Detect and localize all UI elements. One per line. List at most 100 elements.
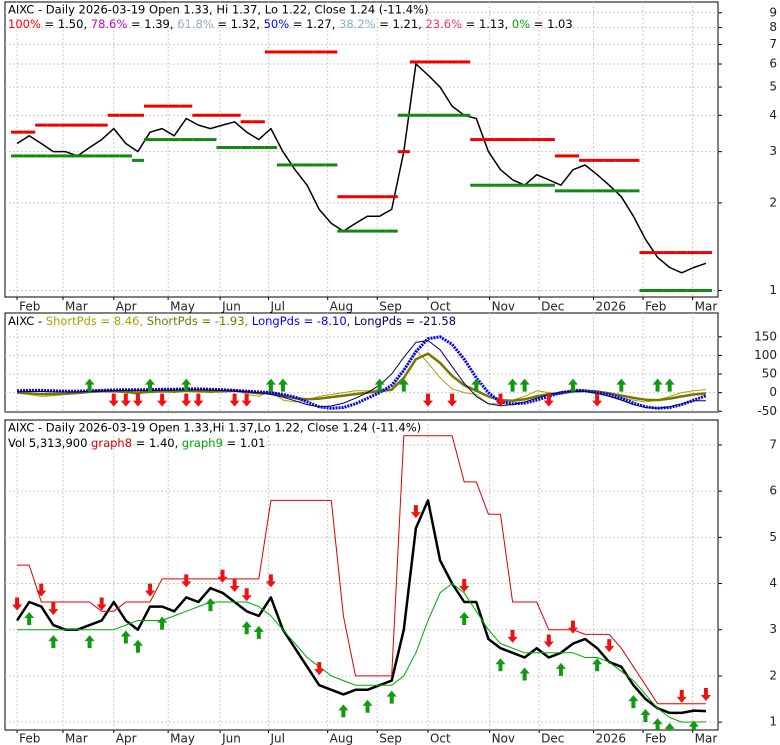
sell-arrow: [241, 588, 252, 602]
sell-arrow: [120, 393, 131, 407]
fib-value: = 1.13,: [462, 17, 512, 31]
header-bg: [6, 421, 406, 434]
x-tick-label: Jun: [221, 300, 241, 314]
sell-arrow: [48, 602, 59, 616]
indicator-legend: AIXC - ShortPds = 8.46, ShortPds = -1.93…: [8, 314, 456, 328]
buy-arrow: [628, 695, 639, 709]
fib-value: = 1.32,: [214, 17, 264, 31]
x-tick-label: Apr: [116, 300, 137, 314]
buy-arrow: [253, 625, 264, 639]
x-tick-label: Oct: [430, 300, 451, 314]
x-tick-label: Jul: [269, 732, 284, 745]
y-tick-label: 2: [769, 668, 777, 682]
y-tick-label: 6: [769, 57, 777, 71]
legend-name: ShortPds: [147, 314, 198, 328]
y-tick-label: 1: [769, 283, 777, 297]
x-tick-label: Nov: [492, 732, 515, 745]
x-tick-label: 2026: [596, 300, 627, 314]
buy-arrow: [471, 378, 482, 392]
sell-arrow: [229, 579, 240, 593]
fib-value: = 1.50,: [41, 17, 91, 31]
y-tick-label: 7: [769, 437, 777, 451]
sell-arrow: [507, 629, 518, 643]
x-tick-label: Sep: [379, 732, 402, 745]
sell-arrow: [604, 639, 615, 653]
sell-arrow: [676, 689, 687, 703]
sell-arrow: [592, 393, 603, 407]
buy-arrow: [507, 378, 518, 392]
sell-arrow: [422, 393, 433, 407]
legend-value: = -21.58: [402, 314, 456, 328]
x-tick-label: May: [170, 732, 195, 745]
plot: [12, 435, 711, 730]
x-tick-label: Aug: [330, 300, 353, 314]
sell-arrow: [96, 597, 107, 611]
sell-arrow: [459, 579, 470, 593]
buy-arrow: [374, 378, 385, 392]
buy-arrow: [592, 658, 603, 672]
x-tick-label: Sep: [379, 300, 402, 314]
legend-name: ShortPds: [46, 314, 97, 328]
sell-arrow: [265, 574, 276, 588]
buy-arrow: [181, 378, 192, 392]
buy-arrow: [640, 709, 651, 723]
fib-level: 38.2%: [339, 17, 376, 31]
sell-arrow: [241, 393, 252, 407]
buy-arrow: [495, 658, 506, 672]
x-tick-label: Feb: [645, 732, 666, 745]
y-tick-label: 5: [769, 80, 777, 94]
fib-value: = 1.39,: [127, 17, 177, 31]
legend-value: = 1.01: [223, 436, 266, 450]
x-tick-label: Apr: [116, 732, 137, 745]
chart-title: AIXC - Daily 2026-03-19 Open 1.33,Hi 1.3…: [8, 421, 421, 435]
x-tick-label: 2026: [596, 732, 627, 745]
y-tick-label: 8: [769, 20, 777, 34]
buy-arrow: [616, 378, 627, 392]
sell-arrow: [314, 662, 325, 676]
x-tick-label: Feb: [645, 300, 666, 314]
y-tick-label: 9: [769, 5, 777, 19]
sell-arrow: [495, 393, 506, 407]
y-tick-label: 7: [769, 37, 777, 51]
sell-arrow: [229, 393, 240, 407]
fib-level: 78.6%: [91, 17, 128, 31]
buy-arrow: [362, 699, 373, 713]
buy-arrow: [652, 378, 663, 392]
x-tick-label: Nov: [492, 300, 515, 314]
buy-arrow: [567, 378, 578, 392]
plot: [11, 50, 712, 293]
buy-arrow: [688, 720, 699, 730]
x-tick-label: May: [170, 300, 195, 314]
buy-arrow: [652, 718, 663, 730]
y-tick-label: 5: [769, 530, 777, 544]
buy-arrow: [338, 704, 349, 718]
x-tick-label: Mar: [65, 732, 88, 745]
buy-arrow: [265, 378, 276, 392]
y-tick-label: 6: [769, 484, 777, 498]
buy-arrow: [48, 635, 59, 649]
y-tick-label: 3: [769, 144, 777, 158]
buy-arrow: [145, 378, 156, 392]
y-tick-label: 3: [769, 622, 777, 636]
y-tick-label: 4: [769, 108, 777, 122]
chart-title: AIXC - Daily 2026-03-19 Open 1.33, Hi 1.…: [8, 3, 428, 17]
buy-arrow: [398, 378, 409, 392]
legend-value: = -1.93,: [198, 314, 252, 328]
fib-level: 0%: [512, 17, 530, 31]
fib-value: = 1.21,: [376, 17, 426, 31]
buy-arrow: [459, 612, 470, 626]
buy-arrow: [157, 616, 168, 630]
y-tick-label: 1: [769, 715, 777, 729]
x-tick-label: Mar: [695, 300, 718, 314]
plot: [17, 335, 707, 410]
header-bg: [6, 3, 406, 16]
sell-arrow: [132, 393, 143, 407]
buy-arrow: [664, 378, 675, 392]
sell-arrow: [157, 393, 168, 407]
x-tick-label: Mar: [65, 300, 88, 314]
fib-level: 23.6%: [425, 17, 462, 31]
sell-arrow: [543, 393, 554, 407]
series-line: [17, 340, 706, 409]
legend-value: = -8.10,: [300, 314, 354, 328]
